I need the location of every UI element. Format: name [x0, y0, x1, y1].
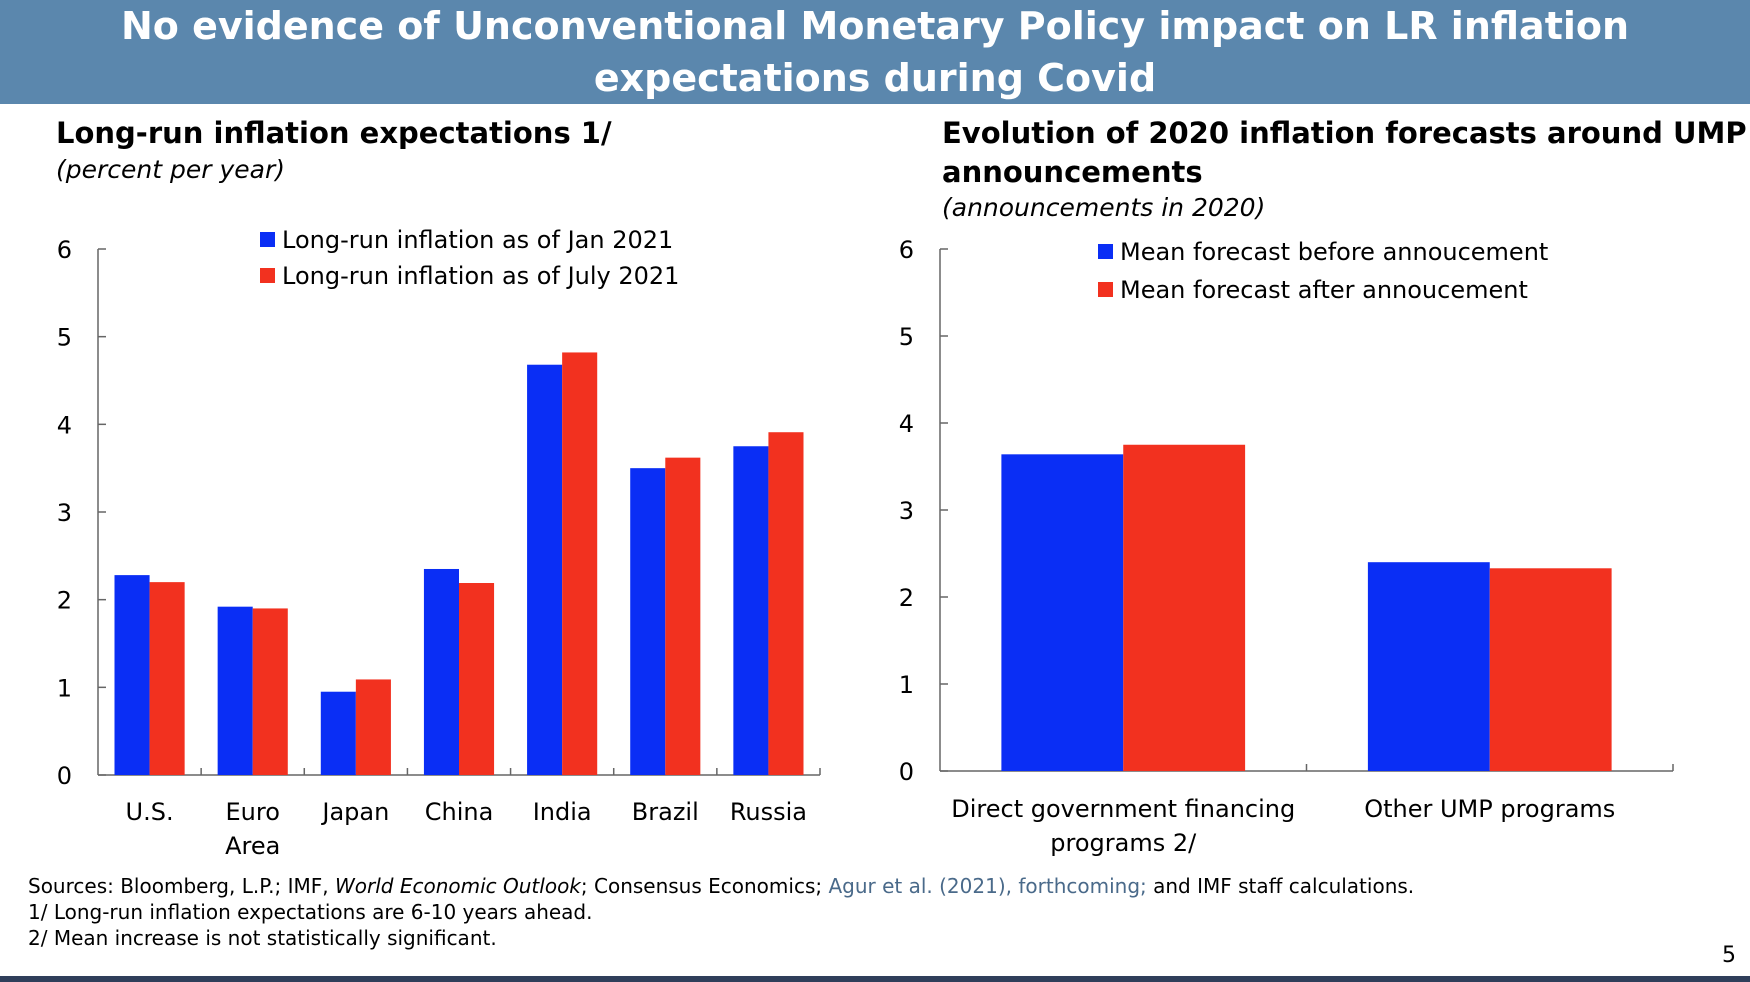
bar-blue — [1001, 454, 1124, 771]
y-tick-label: 4 — [57, 411, 72, 439]
footnote-2: 2/ Mean increase is not statistically si… — [28, 926, 497, 950]
y-tick-label: 1 — [899, 671, 914, 699]
y-tick-label: 3 — [899, 497, 914, 525]
legend-label: Mean forecast after annoucement — [1120, 276, 1528, 304]
sources-agur: Agur et al. (2021), forthcoming; — [828, 874, 1147, 898]
left-bar-chart: 0 1 2 3 4 5 6 U.S. Euro Area Japan China India Brazil… — [57, 226, 821, 860]
bar-red — [1489, 568, 1612, 771]
right-chart-title-line1: Evolution of 2020 inflation forecasts ar… — [942, 116, 1747, 150]
y-tick-label: 1 — [57, 674, 72, 702]
sources-note: Sources: Bloomberg, L.P.; IMF, World Eco… — [28, 873, 1414, 899]
y-tick-label: 2 — [899, 584, 914, 612]
bar-blue — [630, 468, 666, 775]
y-tick-label: 5 — [899, 323, 914, 351]
y-tick-label: 0 — [899, 758, 914, 786]
bar-blue — [423, 568, 459, 775]
legend-swatch — [1098, 282, 1113, 297]
y-tick-label: 0 — [57, 762, 72, 790]
right-chart-title: Evolution of 2020 inflation forecasts ar… — [942, 114, 1747, 192]
legend-label: Long-run inflation as of July 2021 — [282, 262, 679, 290]
footnotes: Sources: Bloomberg, L.P.; IMF, World Eco… — [28, 873, 1414, 951]
slide-title-bar: No evidence of Unconventional Monetary P… — [0, 0, 1750, 104]
x-category-label: Euro — [226, 798, 280, 826]
bar-red — [665, 457, 701, 775]
y-tick-label: 6 — [899, 236, 914, 264]
slide-title-line1: No evidence of Unconventional Monetary P… — [120, 4, 1630, 48]
left-chart-title: Long-run inflation expectations 1/ — [56, 116, 612, 150]
x-category-label: Direct government financing — [951, 795, 1295, 823]
y-tick-label: 3 — [57, 499, 72, 527]
slide-title-line2: expectations during Covid — [593, 56, 1157, 100]
legend-label: Long-run inflation as of Jan 2021 — [282, 226, 673, 254]
y-tick-label: 5 — [57, 324, 72, 352]
x-category-label: Other UMP programs — [1364, 795, 1615, 823]
bar-blue — [1367, 562, 1490, 771]
x-category-label: India — [533, 798, 592, 826]
bar-red — [562, 352, 598, 775]
bar-red — [149, 582, 185, 775]
x-category-label: Japan — [320, 798, 389, 826]
x-category-label: Area — [225, 832, 280, 860]
right-chart-title-line2: announcements — [942, 155, 1203, 189]
page-number: 5 — [1722, 943, 1736, 968]
x-category-label: Russia — [730, 798, 807, 826]
y-tick-label: 4 — [899, 410, 914, 438]
bar-blue — [114, 575, 150, 775]
legend-swatch — [260, 268, 275, 283]
left-chart-subtitle: (percent per year) — [56, 155, 286, 184]
sources-prefix: Sources: Bloomberg, L.P.; IMF, — [28, 874, 335, 898]
bar-red — [1123, 444, 1246, 771]
right-chart-subtitle: (announcements in 2020) — [942, 193, 1266, 222]
sources-weo: World Economic Outlook — [335, 874, 581, 898]
y-tick-label: 2 — [57, 587, 72, 615]
bar-blue — [320, 691, 356, 775]
x-category-label: Brazil — [632, 798, 699, 826]
x-category-label: China — [425, 798, 494, 826]
legend-swatch — [1098, 244, 1113, 259]
x-category-label: U.S. — [126, 798, 174, 826]
bar-blue — [217, 606, 253, 775]
bar-blue — [733, 446, 769, 775]
y-tick-label: 6 — [57, 236, 72, 264]
legend-label: Mean forecast before annoucement — [1120, 238, 1548, 266]
sources-mid: ; Consensus Economics; — [580, 874, 829, 898]
bottom-rule — [0, 976, 1750, 982]
legend-swatch — [260, 232, 275, 247]
bar-blue — [527, 364, 563, 775]
x-category-label: programs 2/ — [1050, 829, 1197, 857]
bar-red — [459, 583, 495, 775]
footnote-1: 1/ Long-run inflation expectations are 6… — [28, 900, 593, 924]
bar-red — [355, 679, 391, 775]
sources-end: and IMF staff calculations. — [1146, 874, 1415, 898]
right-bar-chart: 0 1 2 3 4 5 6 Direct government financing progra… — [899, 236, 1674, 857]
bar-red — [768, 432, 804, 775]
bar-red — [252, 608, 288, 775]
